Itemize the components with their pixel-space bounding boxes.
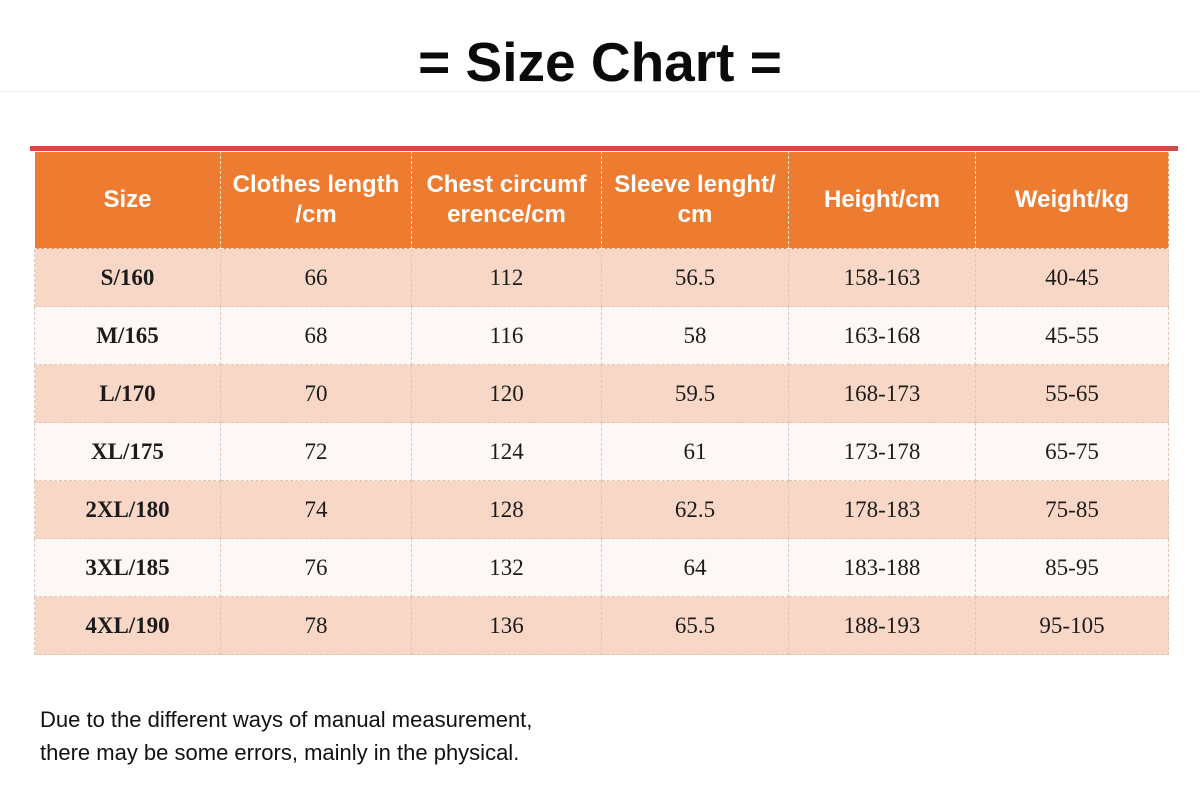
size-chart-table: Size Clothes length /cm Chest circumf er… — [34, 151, 1169, 655]
column-header-clothes-length: Clothes length /cm — [220, 151, 412, 249]
measurement-cell: 128 — [411, 480, 602, 539]
measurement-cell: 45-55 — [975, 306, 1169, 365]
table-row: 2XL/180 74 128 62.5 178-183 75-85 — [34, 480, 1169, 539]
disclaimer-note: Due to the different ways of manual meas… — [40, 703, 532, 769]
measurement-cell: 61 — [601, 422, 789, 481]
measurement-cell: 132 — [411, 538, 602, 597]
measurement-cell: 55-65 — [975, 364, 1169, 423]
measurement-cell: 40-45 — [975, 248, 1169, 307]
page-title: = Size Chart = — [418, 31, 782, 93]
measurement-cell: 124 — [411, 422, 602, 481]
table-row: 4XL/190 78 136 65.5 188-193 95-105 — [34, 596, 1169, 655]
measurement-cell: 58 — [601, 306, 789, 365]
column-header-sleeve-length: Sleeve lenght/ cm — [601, 151, 789, 249]
measurement-cell: 78 — [220, 596, 412, 655]
column-header-weight: Weight/kg — [975, 151, 1169, 249]
measurement-cell: 59.5 — [601, 364, 789, 423]
measurement-cell: 62.5 — [601, 480, 789, 539]
title-divider — [0, 91, 1200, 92]
size-label-cell: 3XL/185 — [34, 538, 221, 597]
column-header-size: Size — [34, 151, 221, 249]
measurement-cell: 183-188 — [788, 538, 976, 597]
measurement-cell: 173-178 — [788, 422, 976, 481]
measurement-cell: 95-105 — [975, 596, 1169, 655]
measurement-cell: 168-173 — [788, 364, 976, 423]
size-label-cell: S/160 — [34, 248, 221, 307]
table-row: XL/175 72 124 61 173-178 65-75 — [34, 422, 1169, 481]
table-row: S/160 66 112 56.5 158-163 40-45 — [34, 248, 1169, 307]
size-label-cell: M/165 — [34, 306, 221, 365]
size-label-cell: XL/175 — [34, 422, 221, 481]
measurement-cell: 120 — [411, 364, 602, 423]
measurement-cell: 72 — [220, 422, 412, 481]
measurement-cell: 76 — [220, 538, 412, 597]
measurement-cell: 66 — [220, 248, 412, 307]
measurement-cell: 188-193 — [788, 596, 976, 655]
measurement-cell: 65-75 — [975, 422, 1169, 481]
disclaimer-line-1: Due to the different ways of manual meas… — [40, 707, 533, 732]
measurement-cell: 178-183 — [788, 480, 976, 539]
column-header-height: Height/cm — [788, 151, 976, 249]
measurement-cell: 65.5 — [601, 596, 789, 655]
measurement-cell: 74 — [220, 480, 412, 539]
size-label-cell: 4XL/190 — [34, 596, 221, 655]
size-label-cell: L/170 — [34, 364, 221, 423]
measurement-cell: 64 — [601, 538, 789, 597]
table-top-stripe — [30, 146, 1178, 151]
disclaimer-line-2: there may be some errors, mainly in the … — [40, 740, 520, 765]
measurement-cell: 112 — [411, 248, 602, 307]
size-table-body: S/160 66 112 56.5 158-163 40-45 M/165 68 116 58 16… — [34, 248, 1169, 655]
measurement-cell: 75-85 — [975, 480, 1169, 539]
measurement-cell: 116 — [411, 306, 602, 365]
table-row: L/170 70 120 59.5 168-173 55-65 — [34, 364, 1169, 423]
measurement-cell: 136 — [411, 596, 602, 655]
table-row: 3XL/185 76 132 64 183-188 85-95 — [34, 538, 1169, 597]
measurement-cell: 163-168 — [788, 306, 976, 365]
table-header-row: Size Clothes length /cm Chest circumf er… — [34, 151, 1169, 249]
measurement-cell: 56.5 — [601, 248, 789, 307]
measurement-cell: 85-95 — [975, 538, 1169, 597]
measurement-cell: 68 — [220, 306, 412, 365]
measurement-cell: 158-163 — [788, 248, 976, 307]
table-row: M/165 68 116 58 163-168 45-55 — [34, 306, 1169, 365]
measurement-cell: 70 — [220, 364, 412, 423]
column-header-chest-circumference: Chest circumf erence/cm — [411, 151, 602, 249]
size-label-cell: 2XL/180 — [34, 480, 221, 539]
